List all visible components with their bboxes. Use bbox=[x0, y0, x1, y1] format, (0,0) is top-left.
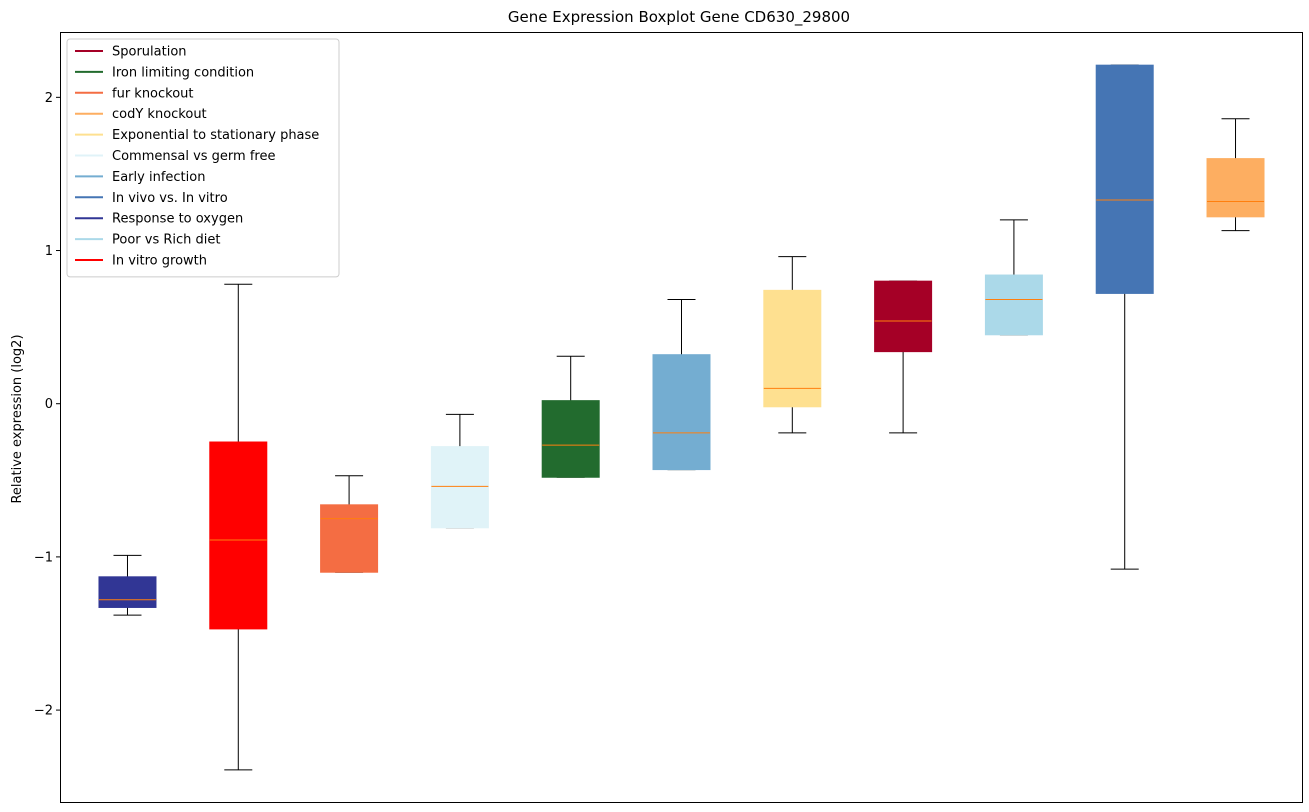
box-4 bbox=[430, 413, 489, 529]
box-body bbox=[1095, 64, 1154, 294]
y-tick-label: −2 bbox=[34, 704, 53, 719]
box-5 bbox=[541, 355, 600, 478]
legend-entry: Poor vs Rich diet bbox=[75, 233, 220, 248]
box-3 bbox=[320, 475, 379, 573]
plot-frame bbox=[60, 32, 1303, 803]
y-tick-label: −1 bbox=[34, 550, 53, 565]
legend-label: fur knockout bbox=[112, 86, 194, 101]
legend-label: Exponential to stationary phase bbox=[112, 128, 319, 143]
legend-entry: Commensal vs germ free bbox=[75, 149, 275, 164]
box-body bbox=[1206, 158, 1265, 218]
box-body bbox=[763, 289, 822, 408]
box-2 bbox=[209, 283, 268, 771]
y-axis-label: Relative expression (log2) bbox=[10, 334, 25, 503]
legend-entry: Early infection bbox=[75, 170, 205, 185]
box-body bbox=[430, 446, 489, 529]
legend-label: Early infection bbox=[112, 170, 205, 185]
box-6 bbox=[652, 299, 711, 471]
legend-entry: fur knockout bbox=[75, 86, 194, 101]
y-axis: −2 −1 0 1 2 bbox=[34, 91, 61, 719]
box-body bbox=[98, 576, 157, 608]
box-body bbox=[209, 441, 268, 630]
box-7 bbox=[763, 256, 822, 434]
legend-entry: In vivo vs. In vitro bbox=[75, 191, 228, 206]
chart-title: Gene Expression Boxplot Gene CD630_29800 bbox=[508, 8, 850, 27]
box-10 bbox=[1095, 64, 1154, 570]
box-8 bbox=[874, 280, 933, 434]
y-tick-label: 2 bbox=[45, 91, 53, 106]
legend-label: Sporulation bbox=[112, 45, 187, 60]
legend-label: codY knockout bbox=[112, 107, 207, 122]
box-1 bbox=[98, 554, 157, 616]
legend-label: Poor vs Rich diet bbox=[112, 233, 220, 248]
legend-entry: Iron limiting condition bbox=[75, 65, 254, 80]
legend-label: In vitro growth bbox=[112, 254, 207, 269]
legend-entry: Sporulation bbox=[75, 45, 187, 60]
box-body bbox=[874, 280, 933, 353]
legend-frame bbox=[66, 38, 340, 278]
box-body bbox=[652, 354, 711, 471]
legend-label: Commensal vs germ free bbox=[112, 149, 275, 164]
legend-label: Response to oxygen bbox=[112, 212, 243, 227]
box-body bbox=[541, 400, 600, 478]
boxes-layer bbox=[98, 64, 1265, 771]
y-tick-label: 0 bbox=[45, 397, 53, 412]
y-tick-label: 1 bbox=[45, 244, 53, 259]
legend-label: In vivo vs. In vitro bbox=[112, 191, 228, 206]
box-11 bbox=[1206, 118, 1265, 232]
box-9 bbox=[984, 219, 1043, 336]
legend-entry: codY knockout bbox=[75, 107, 207, 122]
legend-entry: Response to oxygen bbox=[75, 212, 243, 227]
legend: Sporulation Iron limiting condition fur kn… bbox=[66, 38, 340, 278]
box-body bbox=[984, 274, 1043, 336]
legend-entry: Exponential to stationary phase bbox=[75, 128, 319, 143]
legend-entry: In vitro growth bbox=[75, 254, 207, 269]
legend-label: Iron limiting condition bbox=[112, 65, 254, 80]
box-body bbox=[320, 504, 379, 573]
